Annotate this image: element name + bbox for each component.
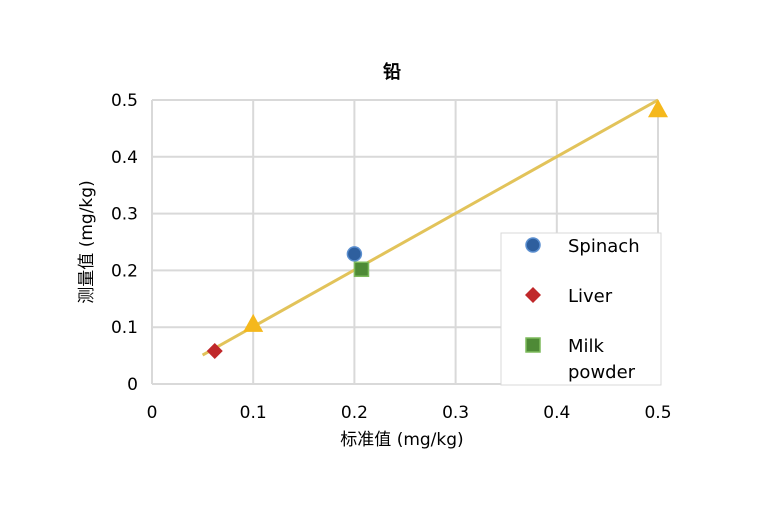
y-tick-label: 0.2 <box>111 261 138 281</box>
milk-powder-point <box>353 261 370 278</box>
legend-marker-spinach <box>525 237 541 253</box>
y-tick-label: 0.1 <box>111 318 138 338</box>
legend: Spinach Liver Milk powder <box>500 232 662 386</box>
x-tick-label: 0.3 <box>442 403 469 423</box>
chart-title: 铅 <box>383 61 401 83</box>
x-tick-label: 0.5 <box>644 403 671 423</box>
y-tick-label: 0 <box>127 375 138 395</box>
legend-label-liver: Liver <box>568 286 613 307</box>
legend-marker-liver <box>525 287 541 303</box>
legend-box <box>500 232 662 386</box>
y-tick-label: 0.3 <box>111 205 138 225</box>
x-tick-label: 0 <box>147 403 158 423</box>
legend-label-spinach: Spinach <box>568 236 640 257</box>
reference-point <box>648 99 668 118</box>
x-tick-labels: 0 0.1 0.2 0.3 0.4 0.5 <box>147 403 672 423</box>
reference-point <box>243 313 264 332</box>
data-marks <box>201 98 668 360</box>
spinach-point <box>346 246 363 262</box>
x-tick-label: 0.2 <box>341 403 368 423</box>
y-axis-label: 测量值 (mg/kg) <box>77 180 97 303</box>
liver-point <box>206 343 223 360</box>
x-tick-label: 0.4 <box>543 403 570 423</box>
y-tick-labels: 0 0.1 0.2 0.3 0.4 0.5 <box>111 91 138 395</box>
legend-marker-milk-powder <box>525 337 541 353</box>
y-tick-label: 0.5 <box>111 91 138 111</box>
legend-label-milk-powder: Milk powder <box>568 336 636 383</box>
x-axis-label: 标准值 (mg/kg) <box>340 430 463 450</box>
x-tick-label: 0.1 <box>240 403 267 423</box>
y-tick-label: 0.4 <box>111 148 138 168</box>
fit-line <box>201 98 659 357</box>
